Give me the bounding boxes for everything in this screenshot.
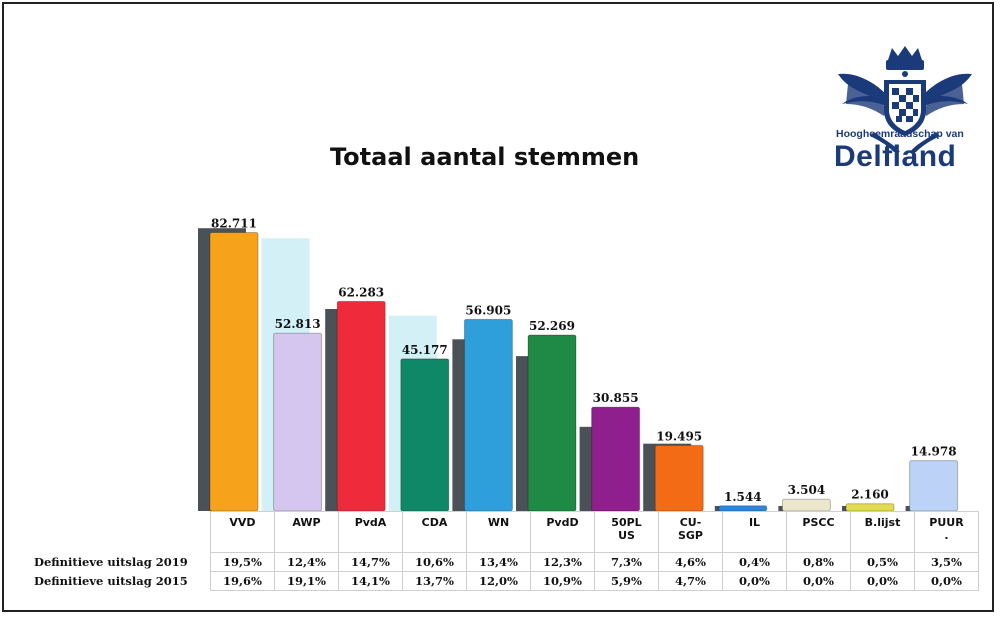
table-cell: 13,4% (466, 552, 531, 572)
category-header-row: VVD AWP PvdA CDA WN PvdD 50PL US CU- SGP I… (32, 511, 979, 553)
category-label: CU- SGP (658, 511, 723, 553)
bar-2019-wn (463, 318, 513, 512)
bar-2015-puur- (905, 506, 911, 511)
category-label: PSCC (786, 511, 851, 553)
table-cell: 12,3% (530, 552, 595, 572)
table-cell: 3,5% (914, 552, 979, 572)
bar-2019-awp (273, 332, 323, 512)
category-label: PvdD (530, 511, 595, 553)
table-row: Definitieve uitslag 2019 19,5% 12,4% 14,… (32, 552, 979, 572)
table-cell: 19,5% (210, 552, 275, 572)
row-label: Definitieve uitslag 2015 (34, 574, 188, 588)
category-label: 50PL US (594, 511, 659, 553)
table-cell: 4,6% (658, 552, 723, 572)
table-cell: 12,0% (466, 571, 531, 591)
table-cell: 4,7% (658, 571, 723, 591)
table-cell: 0,8% (786, 552, 851, 572)
category-label: VVD (210, 511, 275, 553)
data-label: 62.283 (338, 285, 384, 299)
image-frame (2, 2, 994, 612)
bar-2019-pscc (781, 498, 831, 512)
bar-2019-b-lijst (845, 503, 895, 512)
data-label: 14.978 (911, 445, 957, 459)
table-cell: 0,0% (850, 571, 915, 591)
table-cell: 0,0% (914, 571, 979, 591)
logo-subtitle: Hoogheemraadschap van (836, 128, 964, 140)
table-cell: 10,9% (530, 571, 595, 591)
table-cell: 12,4% (274, 552, 339, 572)
data-label: 1.544 (724, 490, 762, 504)
data-label: 82.711 (211, 217, 257, 231)
category-label: AWP (274, 511, 339, 553)
table-cell: 10,6% (402, 552, 467, 572)
table-row: Definitieve uitslag 2015 19,6% 19,1% 14,… (32, 571, 979, 591)
table-cell: 0,0% (722, 571, 787, 591)
row-label: Definitieve uitslag 2019 (34, 555, 188, 569)
data-label: 19.495 (656, 429, 702, 443)
chart-title: Totaal aantal stemmen (330, 143, 640, 171)
delfland-crest-logo (838, 46, 972, 152)
category-label: CDA (402, 511, 467, 553)
bar-2019-vvd (209, 232, 259, 512)
results-table: VVD AWP PvdA CDA WN PvdD 50PL US CU- SGP I… (32, 511, 979, 591)
table-cell: 19,1% (274, 571, 339, 591)
table-cell: 0,4% (722, 552, 787, 572)
category-label: IL (722, 511, 787, 553)
table-cell: 0,5% (850, 552, 915, 572)
logo-name: Delfland (834, 140, 957, 173)
table-cell: 13,7% (402, 571, 467, 591)
bar-2019-pvda (336, 300, 386, 512)
data-label: 2.160 (851, 488, 889, 502)
data-label: 45.177 (402, 343, 448, 357)
bar-2019-cda (400, 358, 450, 512)
table-cell: 14,7% (338, 552, 403, 572)
table-cell: 19,6% (210, 571, 275, 591)
bar-2019-puur- (909, 460, 959, 512)
bar-2019-pvdd (527, 334, 577, 512)
data-label: 3.504 (788, 483, 826, 497)
data-label: 56.905 (465, 303, 511, 317)
category-label: WN (466, 511, 531, 553)
table-cell: 0,0% (786, 571, 851, 591)
category-label: PvdA (338, 511, 403, 553)
category-label: PUUR. (914, 511, 979, 553)
bar-2015-pscc (778, 506, 784, 511)
category-label: B.lijst (850, 511, 915, 553)
table-cell: 7,3% (594, 552, 659, 572)
bar-2019-cu-sgp (654, 444, 704, 512)
table-cell: 5,9% (594, 571, 659, 591)
bar-2015-b-lijst (842, 506, 847, 511)
data-label: 52.269 (529, 319, 575, 333)
table-cell: 14,1% (338, 571, 403, 591)
bar-2015-il (714, 506, 720, 511)
bar-2019-50pl-us (591, 406, 641, 512)
data-label: 52.813 (275, 317, 321, 331)
data-label: 30.855 (593, 391, 639, 405)
